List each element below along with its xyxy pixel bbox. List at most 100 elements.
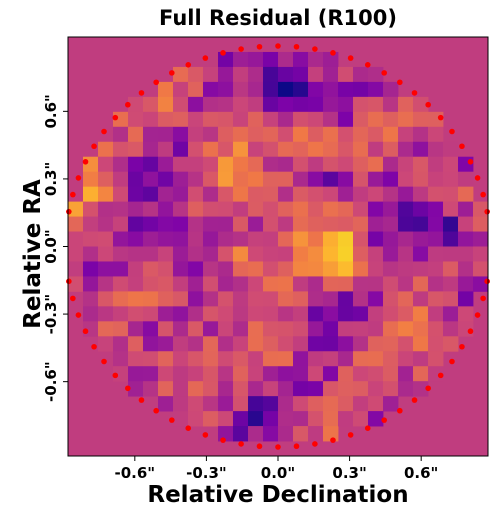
heatmap-cell [128,306,144,322]
heatmap-cell [323,186,339,203]
heatmap-cell [443,186,459,203]
heatmap-cell [233,141,249,158]
heatmap-cell [368,111,384,128]
heatmap-cell [383,201,399,217]
heatmap-cell [83,186,99,203]
heatmap-cell [233,291,249,307]
heatmap-cell [368,156,384,173]
heatmap-cell [293,81,309,98]
heatmap-cell [383,81,399,98]
heatmap-cell [113,201,129,217]
aperture-dot [185,425,192,432]
heatmap-cell [98,321,114,337]
heatmap-cell [278,261,294,277]
heatmap-cell [188,111,204,128]
heatmap-cell [338,126,354,143]
heatmap-cell [383,261,399,277]
heatmap-cell [428,186,444,203]
heatmap-cell [173,336,189,352]
heatmap-cell [188,321,204,337]
heatmap-cell [353,81,369,98]
heatmap-cell [368,306,384,322]
heatmap-cell [188,381,204,397]
heatmap-cell [473,276,489,292]
heatmap-cell [413,111,429,128]
heatmap-cell [173,351,189,367]
aperture-dot [70,191,76,198]
heatmap-cell [293,126,309,143]
aperture-dot [75,175,82,181]
heatmap-cell [353,111,369,128]
heatmap-cell [278,276,294,292]
heatmap-cell [248,351,264,367]
heatmap-cell [263,291,279,307]
aperture-dot [125,101,131,108]
heatmap-cell [413,336,429,352]
heatmap-cell [188,156,204,173]
heatmap-cell [248,126,264,143]
heatmap-cell [158,306,174,322]
heatmap-cell [173,231,189,247]
heatmap-cell [293,276,309,292]
heatmap-cell [143,321,159,337]
aperture-dot [293,443,300,450]
heatmap-cell [443,336,459,352]
aperture-dot [437,372,444,379]
heatmap-cell [308,171,324,188]
x-tick-label: 0.3" [332,464,366,482]
heatmap-cell [278,336,294,352]
aperture-dot [238,46,244,52]
heatmap-cell [68,246,84,262]
heatmap-cell [143,201,159,217]
heatmap-cell [428,156,444,173]
heatmap-cell [308,231,324,247]
heatmap-cell [413,276,429,292]
heatmap-cell [353,156,369,173]
heatmap-cell [233,231,249,247]
heatmap-cell [338,171,354,188]
heatmap-cell [293,186,309,203]
heatmap-cell [428,201,444,217]
heatmap-cell [173,216,189,232]
heatmap-cell [308,96,324,113]
heatmap-cell [428,171,444,188]
heatmap-cell [158,321,174,337]
heatmap-cell [293,51,309,68]
y-axis-label: Relative RA [20,179,46,329]
heatmap-cell [143,246,159,262]
heatmap-cell [413,216,429,232]
heatmap-cell [218,321,234,337]
aperture-dot [256,43,263,50]
aperture-dot [256,443,263,450]
heatmap-cell [323,246,339,262]
heatmap-cell [188,246,204,262]
chart-title: Full Residual (R100) [159,6,397,30]
heatmap-cell [458,246,474,262]
heatmap-cell [158,186,174,203]
heatmap-cell [218,291,234,307]
heatmap-cell [218,111,234,128]
heatmap-cell [353,171,369,188]
heatmap-cell [263,261,279,277]
heatmap-cell [293,336,309,352]
heatmap-cell [293,351,309,367]
heatmap-cell [308,351,324,367]
aperture-dot [202,55,209,61]
heatmap-cell [218,201,234,217]
heatmap-cell [248,246,264,262]
heatmap-cell [113,156,129,173]
heatmap-cell [368,396,384,412]
heatmap-cell [323,306,339,322]
heatmap-cell [218,411,234,427]
aperture-dot [425,101,431,108]
heatmap-cell [293,306,309,322]
aperture-dot [293,43,300,50]
heatmap-cell [308,261,324,277]
heatmap-cell [173,96,189,113]
heatmap-cell [263,111,279,128]
heatmap-cell [128,156,144,173]
heatmap-cell [338,366,354,382]
heatmap-cell [203,96,219,113]
heatmap-cell [398,216,414,232]
